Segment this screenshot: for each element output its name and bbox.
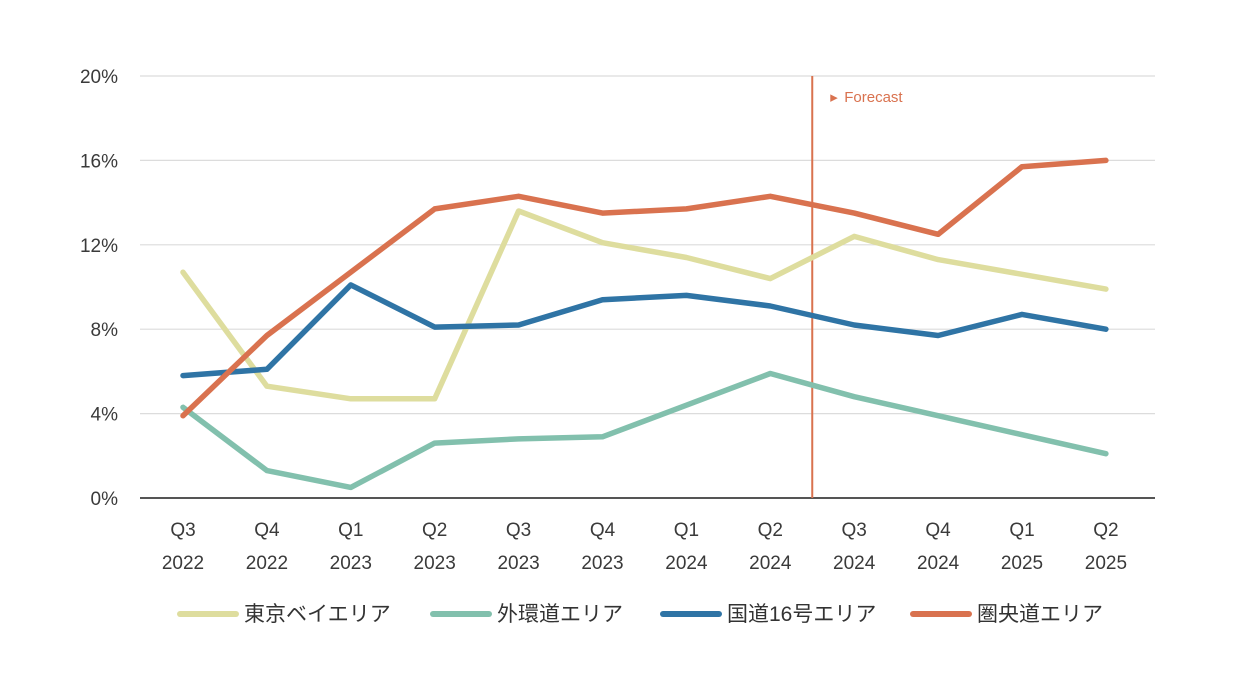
series-line-2 [180,370,1109,491]
x-tick-label-year: 2023 [330,553,372,574]
y-tick-label: 20% [80,67,118,88]
series-lines [180,157,1109,491]
x-tick-label-quarter: Q2 [758,520,783,541]
series-line-4 [180,157,1109,419]
legend-label: 圏央道エリア [977,603,1103,626]
x-tick-label-year: 2022 [246,553,288,574]
series-line-3 [180,282,1109,379]
x-tick-label-year: 2023 [414,553,456,574]
x-tick-label-quarter: Q1 [1009,520,1034,541]
y-axis: 0% 4% 8% 12% 16% 20% [80,67,118,510]
x-axis: Q3 2022 Q4 2022 Q1 2023 Q2 2023 Q3 2023 Q4 2023 Q1 20… [162,520,1127,574]
x-tick-label-quarter: Q1 [674,520,699,541]
x-tick-label-year: 2022 [162,553,204,574]
legend-label: 東京ベイエリア [244,603,391,626]
legend-label: 国道16号エリア [727,603,876,626]
x-tick-label-quarter: Q2 [1093,520,1118,541]
x-tick-label-quarter: Q3 [506,520,531,541]
x-tick-label-year: 2025 [1001,553,1043,574]
y-tick-label: 16% [80,151,118,172]
x-tick-label-year: 2024 [833,553,876,574]
y-tick-label: 4% [91,405,119,426]
x-tick-label-year: 2023 [581,553,623,574]
x-tick-label-year: 2024 [749,553,792,574]
x-tick-label-year: 2024 [917,553,960,574]
series-line-1 [180,208,1109,402]
y-tick-label: 0% [91,489,119,510]
x-tick-label-quarter: Q4 [925,520,951,541]
forecast-label: Forecast [844,89,903,106]
x-tick-label-quarter: Q2 [422,520,447,541]
y-tick-label: 12% [80,236,118,257]
y-tick-label: 8% [91,320,119,341]
forecast-marker-icon: ▸ [830,89,838,106]
x-tick-label-quarter: Q3 [170,520,195,541]
legend-label: 外環道エリア [497,603,623,626]
x-tick-label-year: 2025 [1085,553,1127,574]
gridlines [140,75,1155,499]
x-tick-label-year: 2024 [665,553,708,574]
x-tick-label-quarter: Q4 [254,520,280,541]
forecast-marker: ▸ Forecast [811,76,903,498]
x-tick-label-quarter: Q3 [842,520,867,541]
legend: 東京ベイエリア 外環道エリア 国道16号エリア 圏央道エリア [177,603,1103,626]
x-tick-label-quarter: Q1 [338,520,363,541]
x-tick-label-quarter: Q4 [590,520,616,541]
x-tick-label-year: 2023 [497,553,539,574]
